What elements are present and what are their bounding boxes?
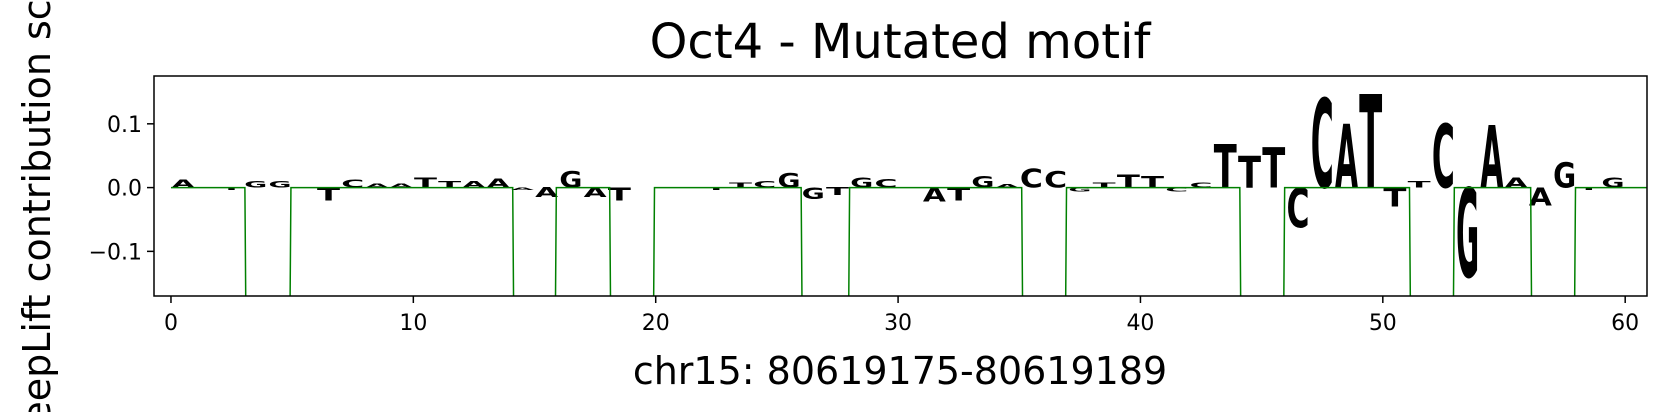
logo-letter: T [1214,133,1237,202]
x-tick-label: 40 [1126,311,1154,336]
logo-letter: T [1262,137,1285,201]
contribution-line [170,186,1647,296]
logo-letter: G [971,173,994,191]
logo-letter: G [244,179,267,189]
logo-letter: C [1311,75,1334,217]
x-tick-label: 60 [1611,311,1639,336]
logo-letter: T [1408,179,1431,189]
x-tick-label: 0 [164,311,178,336]
logo-letter: T [1359,69,1382,219]
logo-letter: T [414,175,437,190]
y-tick-label: 0.0 [107,177,142,202]
logo-letter: A [390,183,413,189]
logo-letter: A [365,183,388,189]
logo-letter: A [511,187,534,191]
logo-letter: T [1577,187,1600,191]
x-tick-label: 20 [642,311,670,336]
logo-letter: C [1432,108,1455,209]
logo-letter: C [1020,164,1043,194]
logo-letter: T [438,179,461,189]
logo-letter: A [462,179,485,189]
logo-letter: T [1141,173,1164,191]
logo-letter: T [608,184,631,204]
chart-title: Oct4 - Mutated motif [650,14,1152,70]
logo-letter: G [777,170,800,192]
x-axis-label: chr15: 80619175-80619189 [633,349,1167,393]
logo-letter: A [1335,108,1358,209]
logo-letter: G [1602,175,1625,190]
logo-letter: T [220,187,243,191]
logo-letter: C [1190,181,1213,189]
logo-letter: T [1383,183,1406,213]
axes-frame [153,75,1648,297]
logo-letter: T [947,184,970,204]
logo-letter: A [1529,183,1552,212]
y-tick-label: −0.1 [89,240,142,265]
logo-letter: T [826,186,849,198]
logo-letter: G [850,175,873,190]
logo-letter: G [269,179,292,189]
logo-letter: A [584,185,607,200]
logo-letter: G [1068,187,1091,193]
logo-letter: C [1044,168,1067,193]
logo-letter: T [1238,147,1261,198]
y-tick-label: 0.1 [107,113,142,138]
x-tick-label: 10 [399,311,427,336]
y-axis-label: DeepLift contribution scores [15,0,59,412]
logo-letter: A [923,184,946,206]
logo-letter: C [1286,177,1309,240]
logo-letter: A [1505,175,1528,190]
plot-area: A T G G TC A A T T A A A A G A T T T C GG TG CA TG A C C GT T T CC T T T… [170,69,1647,306]
logo-letter: A [487,176,510,190]
logo-letter: G [1456,164,1479,306]
logo-letter: A [996,184,1019,189]
logo-letter: G [802,185,825,203]
logo-letter: A [1480,109,1503,208]
logo-letter: T [317,184,340,204]
x-tick-label: 30 [884,311,912,336]
x-tick-label: 50 [1369,311,1397,336]
logo-letter: A [535,185,558,200]
logo-letter: T [729,181,752,189]
logo-letter: C [753,179,776,189]
logo-letter: T [705,187,728,191]
logo-letter: T [1117,171,1140,191]
logo-letter: G [559,168,582,193]
logo-letter: G [1553,155,1576,196]
logo-letter: T [1093,181,1116,189]
logo-letter: C [1165,187,1188,193]
